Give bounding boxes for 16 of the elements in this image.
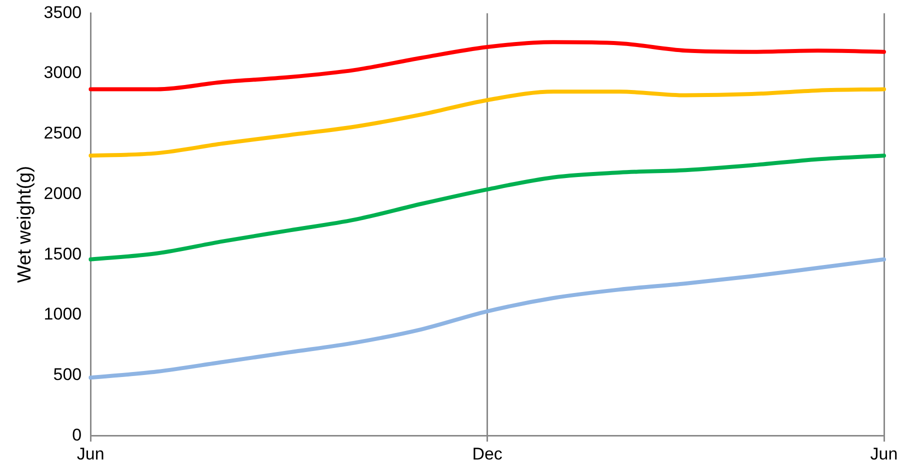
- y-tick-label: 3500: [44, 2, 82, 22]
- y-axis-title: Wet weight(g): [14, 166, 36, 283]
- y-tick-label: 2000: [44, 184, 82, 203]
- y-tick-label: 1000: [44, 304, 82, 324]
- y-tick-label: 500: [53, 364, 82, 384]
- line-series: [88, 257, 886, 380]
- y-tick-label: 2500: [44, 124, 82, 143]
- y-tick-label: 3000: [44, 63, 82, 82]
- y-tick-label: 1500: [44, 244, 82, 264]
- line-series: [88, 87, 886, 158]
- x-tick-label: Dec: [472, 444, 503, 464]
- x-tick-label: Jun: [870, 444, 898, 464]
- x-tick-label: Jun: [76, 444, 104, 464]
- y-tick-label: 0: [72, 425, 82, 444]
- line-series: [88, 40, 886, 92]
- line-series: [88, 154, 886, 262]
